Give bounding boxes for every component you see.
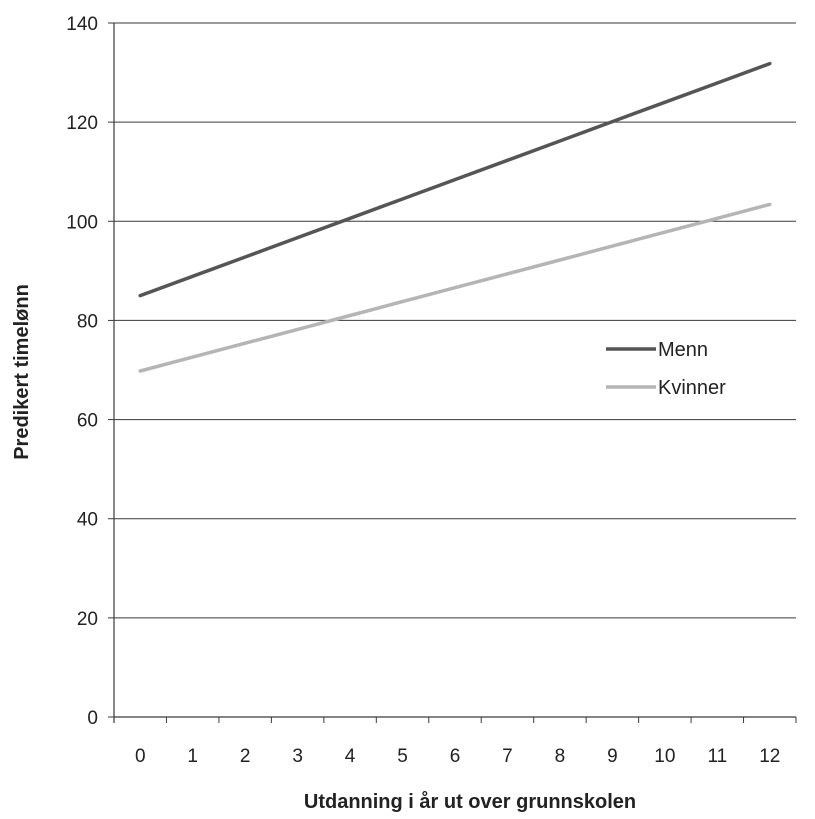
y-tick-label-120: 120: [66, 113, 98, 134]
x-tick-label-7: 7: [502, 746, 513, 767]
legend-label-kvinner: Kvinner: [658, 377, 726, 399]
series-line-kvinner: [138, 202, 772, 373]
x-tick-label-12: 12: [759, 746, 780, 767]
x-tick-label-3: 3: [292, 746, 303, 767]
x-tick-label-5: 5: [397, 746, 408, 767]
y-tick-label-40: 40: [77, 510, 98, 531]
y-tick-label-140: 140: [66, 14, 98, 35]
x-tick-label-2: 2: [240, 746, 251, 767]
y-tick-label-80: 80: [77, 311, 98, 332]
y-axis-title: Predikert timelønn: [11, 284, 33, 460]
x-tick-label-10: 10: [654, 746, 675, 767]
x-tick-label-6: 6: [450, 746, 461, 767]
y-tick-label-100: 100: [66, 212, 98, 233]
x-tick-label-8: 8: [555, 746, 566, 767]
legend-label-menn: Menn: [658, 339, 708, 361]
x-tick-label-4: 4: [345, 746, 356, 767]
series-line-menn: [138, 61, 772, 298]
y-tick-label-0: 0: [87, 708, 98, 729]
series-lines: [138, 61, 772, 373]
y-tick-label-20: 20: [77, 609, 98, 630]
y-tick-label-60: 60: [77, 411, 98, 432]
legend: Menn Kvinner: [606, 339, 726, 399]
x-tick-label-0: 0: [135, 746, 146, 767]
x-tick-label-11: 11: [707, 746, 727, 767]
gridlines: [114, 22, 796, 619]
x-axis-title: Utdanning i år ut over grunnskolen: [304, 790, 636, 813]
x-tick-label-1: 1: [187, 746, 198, 767]
x-tick-label-9: 9: [607, 746, 618, 767]
